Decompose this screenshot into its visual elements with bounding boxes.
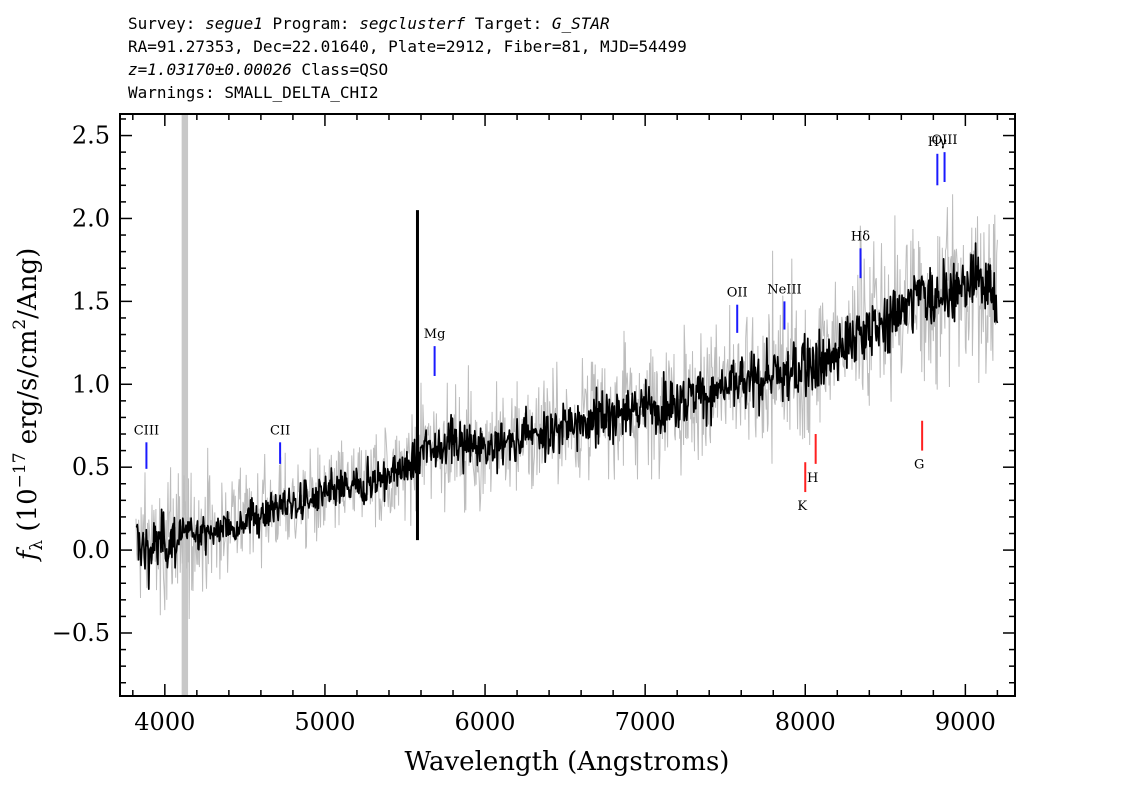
class-value: Class=QSO	[291, 60, 389, 79]
error-band-layer	[135, 194, 998, 620]
absorption-line-2: G	[914, 420, 924, 473]
emission-line-7: OIII	[932, 133, 958, 182]
header-line-1: Survey: segue1 Program: segclusterf Targ…	[128, 12, 687, 35]
x-tick-label: 7000	[615, 708, 676, 736]
y-tick-label: 2.5	[72, 122, 110, 150]
y-tick-label: 2.0	[72, 204, 110, 232]
spectrum-header: Survey: segue1 Program: segclusterf Targ…	[128, 12, 687, 104]
y-axis-title-pre: (10	[13, 488, 43, 540]
x-tick-label: 5000	[294, 708, 355, 736]
plot-frame	[119, 113, 1016, 697]
redshift-value: z=1.03170±0.00026	[128, 60, 292, 79]
x-axis-title: Wavelength (Angstroms)	[405, 747, 730, 777]
error-series-line	[135, 194, 998, 620]
y-axis-title-mid: erg/s/cm	[13, 330, 43, 453]
emission-line-6: Hγ	[928, 135, 947, 186]
header-line-2: RA=91.27353, Dec=22.01640, Plate=2912, F…	[128, 37, 687, 56]
x-tick-label: 6000	[455, 708, 516, 736]
target-value: G_STAR	[551, 14, 610, 33]
y-axis-title-exp2: 2	[10, 319, 30, 330]
masked-band-layer	[181, 114, 189, 696]
x-tick-label: 9000	[935, 708, 996, 736]
y-axis-title-post: /Ang)	[13, 248, 43, 319]
emission-line-4: NeIII	[767, 282, 802, 330]
line-label: H	[807, 471, 818, 486]
y-tick-label: 0.0	[72, 536, 110, 564]
y-axis-title: fλ (10−17 erg/s/cm2/Ang)	[10, 248, 47, 563]
line-label: Hδ	[851, 229, 870, 244]
emission-line-0: CIII	[134, 423, 159, 469]
header-line-4: Warnings: SMALL_DELTA_CHI2	[128, 83, 379, 102]
flux-series-line	[135, 242, 999, 590]
flux-layer	[135, 210, 999, 590]
line-label: K	[797, 499, 807, 514]
program-value: segclusterf	[359, 14, 466, 33]
survey-value: segue1	[205, 14, 263, 33]
target-label: Target:	[465, 14, 552, 33]
y-axis-title-exp1: −17	[10, 452, 30, 488]
line-label: CII	[270, 423, 290, 438]
axes-layer: 4000 5000 6000 7000 8000 9000 −0.5 0.0 0.5 1.0 1.5…	[52, 113, 1016, 736]
y-tick-label: 1.0	[72, 370, 110, 398]
y-tick-label: −0.5	[52, 619, 110, 647]
line-label: NeIII	[767, 282, 801, 297]
y-axis-title-sub: λ	[27, 540, 47, 551]
line-label: OII	[727, 286, 748, 301]
survey-label: Survey:	[128, 14, 206, 33]
header-line-3: z=1.03170±0.00026 Class=QSO	[128, 58, 687, 81]
emission-line-2: Mg	[424, 327, 446, 376]
line-label: Hγ	[928, 135, 947, 150]
masked-band	[181, 114, 189, 696]
emission-line-3: OII	[727, 286, 748, 333]
x-tick-label: 8000	[775, 708, 836, 736]
y-tick-label: 0.5	[72, 453, 110, 481]
emission-line-1: CII	[270, 423, 290, 464]
line-label: G	[914, 458, 924, 473]
y-tick-label: 1.5	[72, 287, 110, 315]
program-label: Program:	[262, 14, 360, 33]
line-label: OIII	[932, 133, 958, 148]
x-tick-label: 4000	[134, 708, 195, 736]
line-label: Mg	[424, 327, 446, 342]
line-label: CIII	[134, 423, 159, 438]
emission-line-5: Hδ	[851, 229, 870, 279]
absorption-line-0: K	[797, 462, 807, 514]
absorption-line-1: H	[807, 434, 818, 486]
